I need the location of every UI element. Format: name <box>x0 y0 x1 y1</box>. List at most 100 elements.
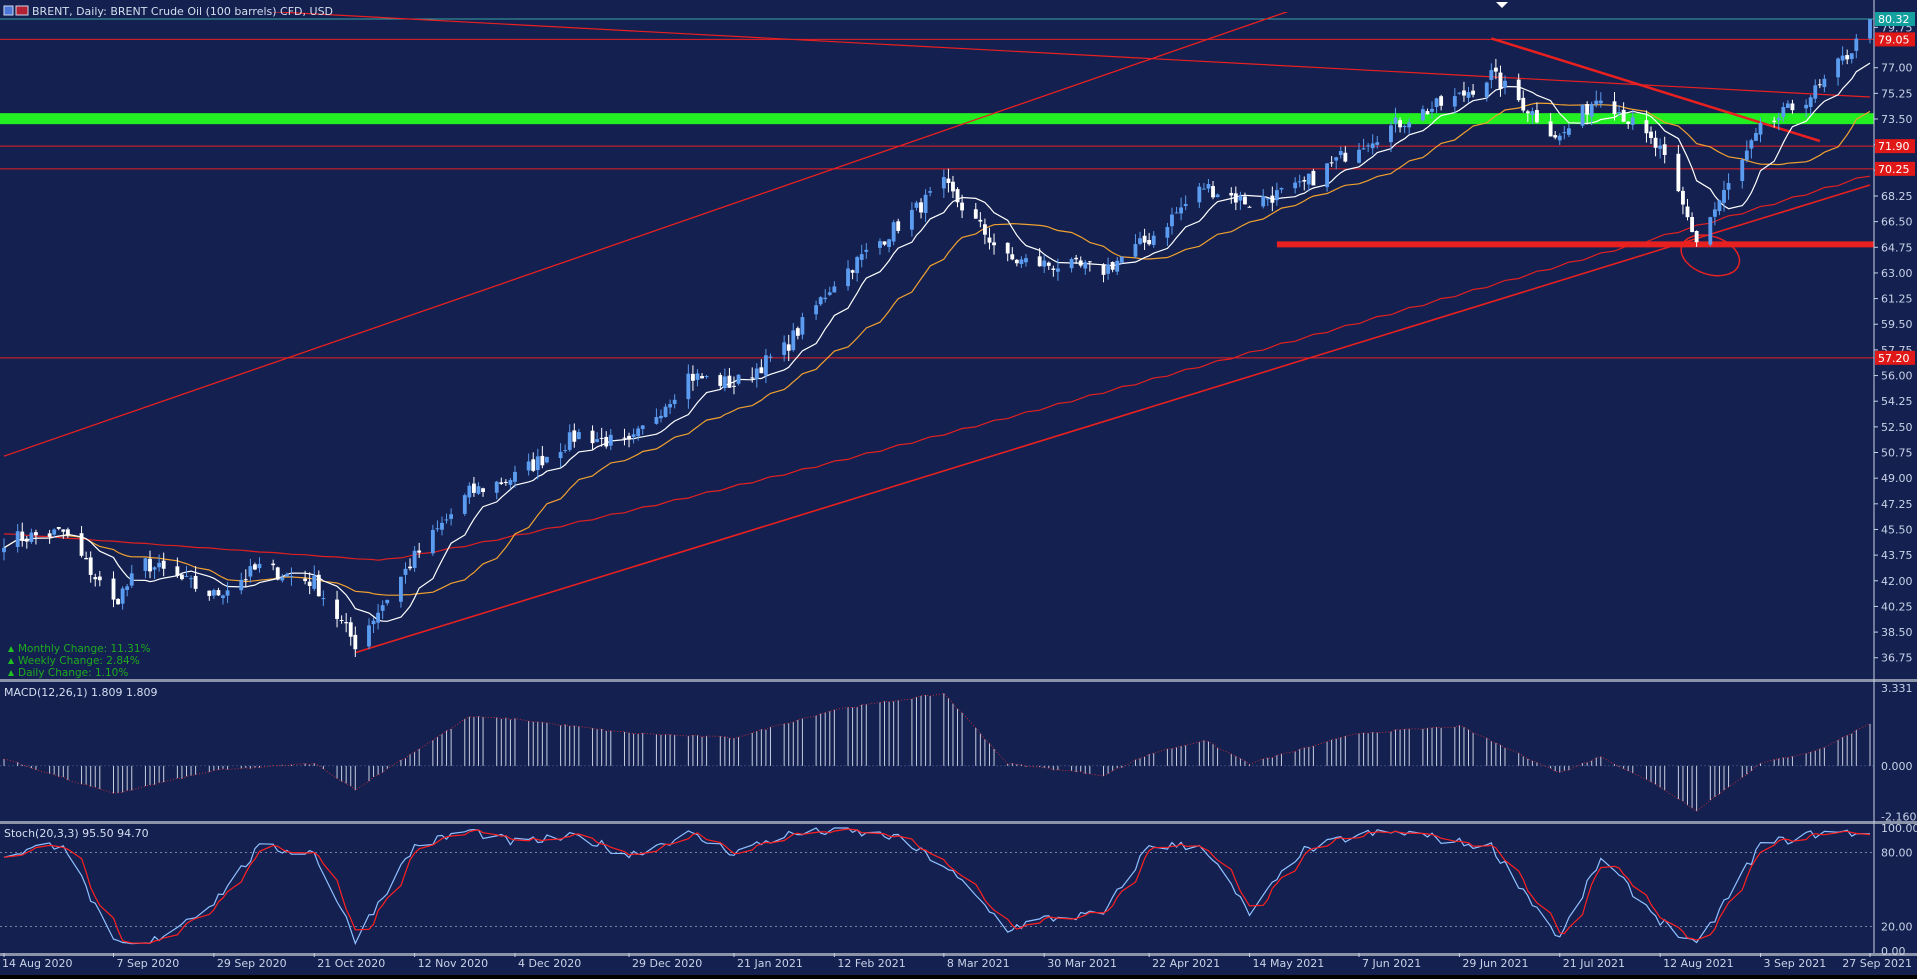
candle-body <box>535 456 540 471</box>
main-pane-separator[interactable] <box>0 679 1917 682</box>
candle-body <box>800 317 805 335</box>
candle-body <box>1489 70 1494 80</box>
candle-body <box>20 531 25 541</box>
chart-shift-marker-icon[interactable] <box>1496 2 1508 8</box>
price-tag-label: 79.05 <box>1878 33 1910 46</box>
price-tag <box>1875 12 1915 27</box>
candle-body <box>686 373 691 400</box>
candle-body <box>1014 259 1019 264</box>
candle-body <box>2 547 6 553</box>
candle-body <box>1229 192 1234 196</box>
candle-body <box>909 209 914 230</box>
price-tag-label: 71.90 <box>1878 140 1910 153</box>
candle-body <box>1110 262 1115 270</box>
candle-body <box>1589 104 1594 117</box>
candle-body <box>1849 53 1854 59</box>
candle-body <box>1265 198 1270 200</box>
candle-body <box>412 550 417 568</box>
candle-body <box>1243 196 1247 205</box>
candle-body <box>1621 109 1626 122</box>
candle-body <box>1133 244 1138 257</box>
candle-body <box>462 495 467 514</box>
candle-body <box>1311 170 1316 186</box>
candle-body <box>814 305 819 315</box>
candle-body <box>1822 78 1827 88</box>
stoch-pane-separator[interactable] <box>0 953 1917 956</box>
stoch-tick-label: 20.00 <box>1881 920 1913 933</box>
price-tag <box>1875 350 1915 365</box>
candle-body <box>1083 262 1088 269</box>
candle-body <box>417 550 422 553</box>
date-tick-label: 30 Mar 2021 <box>1047 957 1117 970</box>
candle-body <box>248 566 253 577</box>
candle-body <box>157 562 162 568</box>
price-tag <box>1875 139 1915 154</box>
candle-body <box>339 620 344 622</box>
candle-body <box>1493 67 1498 72</box>
candle-body <box>1197 186 1202 203</box>
candle-body <box>1274 190 1279 201</box>
macd-pane-separator[interactable] <box>0 821 1917 824</box>
candle-body <box>531 459 536 471</box>
date-tick-label: 29 Sep 2020 <box>217 957 287 970</box>
price-tick-label: 47.25 <box>1881 498 1913 511</box>
date-tick-label: 12 Nov 2020 <box>418 957 488 970</box>
candle-body <box>1598 100 1603 104</box>
candle-body <box>1653 137 1658 148</box>
candle-body <box>882 241 887 245</box>
candle-body <box>1594 100 1599 105</box>
price-tick-label: 61.25 <box>1881 293 1913 306</box>
candle-body <box>216 590 221 596</box>
date-tick-label: 14 May 2021 <box>1253 957 1325 970</box>
price-tick-label: 63.00 <box>1881 267 1913 280</box>
candle-body <box>1726 183 1731 190</box>
candle-body <box>1402 125 1407 128</box>
candle-body <box>1238 195 1243 201</box>
candle-body <box>1785 103 1790 108</box>
candle-body <box>449 514 454 519</box>
candle-body <box>472 483 476 493</box>
candle-body <box>189 578 193 580</box>
date-tick-label: 21 Jan 2021 <box>737 957 803 970</box>
candle-body <box>1712 209 1717 217</box>
candle-body <box>608 434 613 446</box>
daily-change-stat: Daily Change: 1.10% <box>8 667 128 679</box>
candle-body <box>348 622 353 637</box>
candle-body <box>399 576 403 602</box>
candle-body <box>832 286 837 293</box>
candle-body <box>736 374 741 384</box>
candle-body <box>1804 104 1809 109</box>
candle-body <box>1840 55 1845 61</box>
medium-moving-average-line <box>3 102 1871 596</box>
price-tick-label: 64.75 <box>1881 241 1913 254</box>
candle-body <box>367 625 371 647</box>
candle-body <box>700 376 704 379</box>
monthly-change-text: Monthly Change: 11.31% <box>18 643 151 655</box>
candle-body <box>786 344 791 351</box>
candle-body <box>763 355 768 376</box>
candle-body <box>1005 242 1010 254</box>
candle-body <box>1357 149 1361 163</box>
channel-upper-line <box>3 12 1289 457</box>
candle-body <box>1370 143 1375 149</box>
candle-body <box>1046 262 1051 266</box>
candle-body <box>750 377 755 379</box>
candle-body <box>1744 150 1749 160</box>
price-tick-label: 59.50 <box>1881 318 1913 331</box>
candle-body <box>1074 257 1079 260</box>
candle-body <box>668 404 673 408</box>
candle-body <box>1685 206 1690 218</box>
candle-body <box>526 461 531 471</box>
up-arrow-icon <box>8 670 14 676</box>
candle-body <box>1658 145 1663 149</box>
candle-body <box>1722 189 1726 203</box>
candle-body <box>1019 259 1024 265</box>
candle-body <box>284 573 289 577</box>
candle-body <box>1681 190 1685 205</box>
candle-body <box>1452 96 1457 107</box>
candle-body <box>1466 92 1471 98</box>
candle-body <box>595 439 600 442</box>
candle-body <box>1302 179 1307 182</box>
date-tick-label: 29 Dec 2020 <box>632 957 702 970</box>
